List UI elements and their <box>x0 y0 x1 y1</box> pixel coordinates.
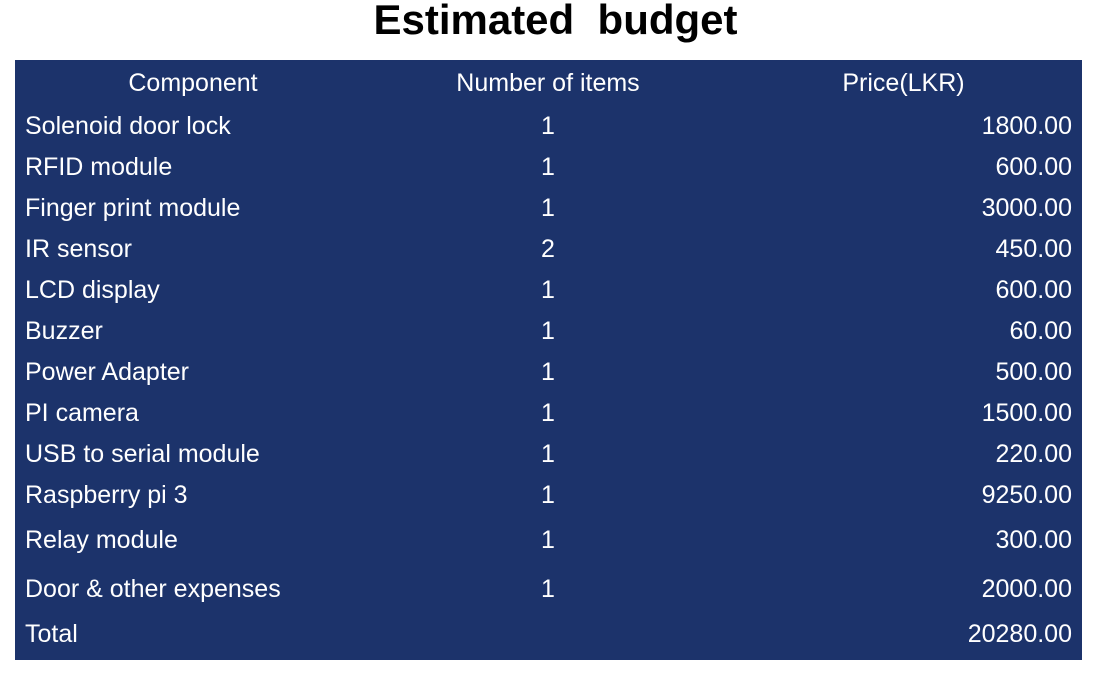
quantity-cell: 1 <box>541 575 555 603</box>
quantity-cell: 2 <box>541 235 555 263</box>
quantity-cell: 1 <box>541 526 555 554</box>
component-cell: Power Adapter <box>25 358 189 386</box>
quantity-cell: 1 <box>541 317 555 345</box>
price-cell: 3000.00 <box>981 194 1072 222</box>
component-cell: USB to serial module <box>25 440 260 468</box>
table-row: PI camera 1 1500.00 <box>15 393 1082 434</box>
price-cell: 220.00 <box>995 440 1072 468</box>
table-row: Solenoid door lock 1 1800.00 <box>15 106 1082 147</box>
component-cell: Solenoid door lock <box>25 112 231 140</box>
header-price: Price(LKR) <box>842 68 965 97</box>
quantity-cell: 1 <box>541 276 555 304</box>
table-row: Raspberry pi 3 1 9250.00 <box>15 475 1082 516</box>
total-price: 20280.00 <box>967 619 1072 648</box>
price-cell: 600.00 <box>995 276 1072 304</box>
price-cell: 300.00 <box>995 526 1072 554</box>
quantity-cell: 1 <box>541 358 555 386</box>
component-cell: PI camera <box>25 399 139 427</box>
component-cell: Buzzer <box>25 317 103 345</box>
total-label: Total <box>25 619 78 648</box>
price-cell: 60.00 <box>1009 317 1072 345</box>
price-cell: 2000.00 <box>981 575 1072 603</box>
price-cell: 600.00 <box>995 153 1072 181</box>
component-cell: IR sensor <box>25 235 132 263</box>
price-cell: 1800.00 <box>981 112 1072 140</box>
header-number-of-items: Number of items <box>456 68 640 97</box>
component-cell: Door & other expenses <box>25 575 281 603</box>
table-row: Door & other expenses 1 2000.00 <box>15 565 1082 614</box>
table-row: RFID module 1 600.00 <box>15 147 1082 188</box>
table-row: Power Adapter 1 500.00 <box>15 352 1082 393</box>
total-quantity-cell <box>371 614 725 654</box>
budget-table: Component Number of items Price(LKR) Sol… <box>15 60 1082 654</box>
quantity-cell: 1 <box>541 481 555 509</box>
component-cell: Finger print module <box>25 194 241 222</box>
component-cell: Raspberry pi 3 <box>25 481 188 509</box>
price-cell: 450.00 <box>995 235 1072 263</box>
header-component: Component <box>128 68 258 97</box>
page-title: Estimated budget <box>373 0 738 43</box>
price-cell: 9250.00 <box>981 481 1072 509</box>
quantity-cell: 1 <box>541 112 555 140</box>
table-row: Relay module 1 300.00 <box>15 516 1082 565</box>
component-cell: Relay module <box>25 526 178 554</box>
component-cell: RFID module <box>25 153 173 181</box>
quantity-cell: 1 <box>541 440 555 468</box>
quantity-cell: 1 <box>541 153 555 181</box>
table-row: USB to serial module 1 220.00 <box>15 434 1082 475</box>
component-cell: LCD display <box>25 276 160 304</box>
table-header-row: Component Number of items Price(LKR) <box>15 60 1082 106</box>
table-row: LCD display 1 600.00 <box>15 270 1082 311</box>
table-row: Finger print module 1 3000.00 <box>15 188 1082 229</box>
price-cell: 500.00 <box>995 358 1072 386</box>
total-row: Total 20280.00 <box>15 614 1082 654</box>
price-cell: 1500.00 <box>981 399 1072 427</box>
table-row: Buzzer 1 60.00 <box>15 311 1082 352</box>
table-row: IR sensor 2 450.00 <box>15 229 1082 270</box>
quantity-cell: 1 <box>541 399 555 427</box>
quantity-cell: 1 <box>541 194 555 222</box>
budget-table-container: Component Number of items Price(LKR) Sol… <box>15 60 1082 660</box>
